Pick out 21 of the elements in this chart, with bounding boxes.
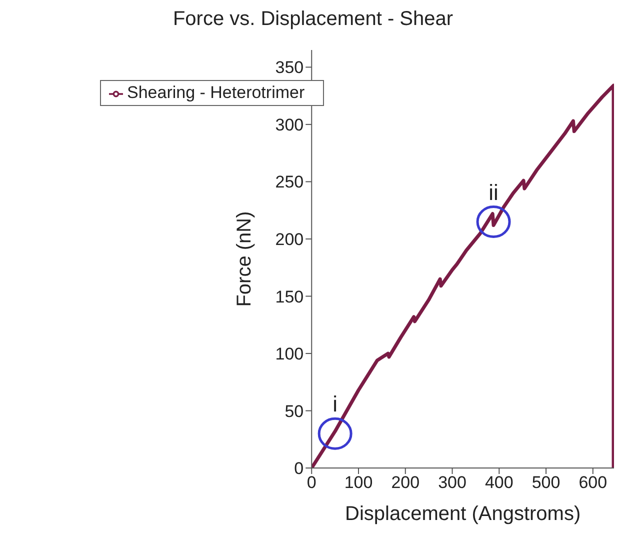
annotation: i: [332, 392, 338, 417]
x-tick-label: 300: [438, 473, 466, 492]
x-tick-label: 100: [344, 473, 373, 492]
legend-label: Shearing - Heterotrimer: [127, 83, 305, 102]
x-tick-label: 500: [532, 473, 560, 492]
y-tick-label: 150: [275, 287, 304, 306]
x-axis-title: Displacement (Angstroms): [345, 503, 581, 525]
y-tick-label: 300: [275, 115, 304, 134]
y-tick-label: 200: [275, 230, 304, 249]
annotation: ii: [488, 180, 498, 205]
x-tick-label: 400: [484, 473, 514, 492]
x-tick-label: 600: [578, 473, 608, 492]
y-tick-label: 250: [275, 172, 304, 192]
y-tick-label: 50: [284, 402, 304, 421]
x-tick-label: 200: [391, 473, 420, 492]
chart-title: Force vs. Displacement - Shear: [172, 8, 454, 32]
y-tick-label: 0: [294, 459, 304, 478]
x-tick-label: 0: [306, 473, 316, 492]
y-tick-label: 350: [275, 58, 304, 78]
y-axis-title: Force (nN): [234, 211, 256, 307]
y-tick-label: 100: [275, 344, 304, 364]
